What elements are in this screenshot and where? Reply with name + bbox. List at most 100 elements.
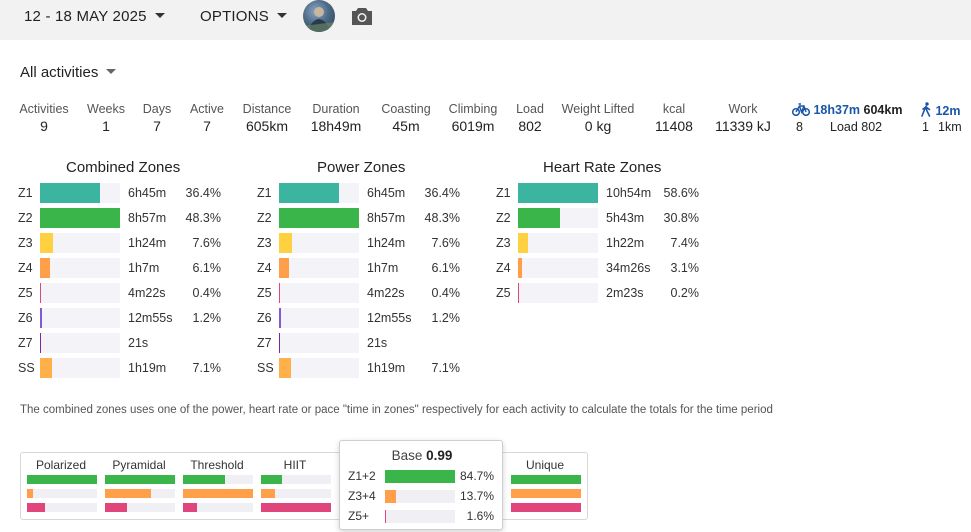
- zone-label: Z2: [496, 211, 511, 225]
- tooltip-row-label: Z5+: [348, 509, 370, 523]
- zone-label: Z1: [496, 186, 511, 200]
- stat-distance: Distance 605km: [227, 102, 307, 134]
- tooltip-row-bar-fill: [385, 510, 387, 523]
- distribution-model-threshold[interactable]: Threshold: [181, 453, 253, 512]
- distribution-bar: [511, 475, 581, 484]
- zone-time: 6h45m: [367, 186, 406, 200]
- zone-label: Z2: [18, 211, 33, 225]
- zone-label: Z4: [257, 261, 272, 275]
- hr-zone-row-z5: Z5 2m23s 0.2%: [496, 283, 716, 303]
- distribution-bar-fill: [261, 489, 275, 498]
- walk-summary[interactable]: 12m: [920, 102, 961, 118]
- distribution-model-polarized[interactable]: Polarized: [25, 453, 97, 512]
- zone-percent: 6.1%: [431, 261, 461, 275]
- power-zone-row-z4: Z4 1h7m 6.1%: [257, 258, 477, 278]
- zone-bar-fill: [518, 183, 598, 203]
- stat-value: 11408: [655, 118, 693, 134]
- zone-percent: 30.8%: [663, 211, 699, 225]
- stat-label: kcal: [662, 102, 686, 116]
- combined-zones-title: Combined Zones: [66, 159, 181, 176]
- distribution-bar: [105, 503, 175, 512]
- summary-stats: Activities 9 Weeks 1 Days 7 Active 7 Distance 605…: [0, 102, 971, 138]
- stat-label: Weight Lifted: [561, 102, 635, 116]
- zone-time: 1h24m: [128, 236, 167, 250]
- distribution-model-label: Unique: [525, 458, 565, 472]
- stat-value: 45m: [392, 118, 420, 134]
- zone-bar-fill: [279, 258, 290, 278]
- activity-filter-dropdown[interactable]: All activities: [20, 64, 117, 81]
- hr-zone-row-z2: Z2 5h43m 30.8%: [496, 208, 716, 228]
- zone-bar-fill: [40, 183, 101, 203]
- zone-bar: [279, 233, 359, 253]
- distribution-model-unique[interactable]: Unique: [509, 453, 581, 512]
- stat-label: Load: [516, 102, 544, 116]
- distribution-bar-fill: [105, 489, 151, 498]
- options-label: OPTIONS: [200, 8, 269, 25]
- stat-value: 605km: [245, 118, 289, 134]
- zone-percent: 6.1%: [192, 261, 222, 275]
- stat-value: 18h49m: [310, 118, 362, 134]
- zone-label: Z6: [18, 311, 33, 325]
- zone-time: 1h7m: [128, 261, 160, 275]
- zone-bar-fill: [279, 358, 291, 378]
- combined-zone-row-z1: Z1 6h45m 36.4%: [18, 183, 238, 203]
- tooltip-title: Base 0.99: [340, 448, 504, 463]
- zone-time: 1h7m: [367, 261, 399, 275]
- zone-label: Z5: [18, 286, 33, 300]
- zone-time: 1h19m: [128, 361, 167, 375]
- combined-zone-row-z2: Z2 8h57m 48.3%: [18, 208, 238, 228]
- zone-bar-fill: [279, 183, 340, 203]
- hr-zone-row-z3: Z3 1h22m 7.4%: [496, 233, 716, 253]
- stat-climbing: Climbing 6019m: [433, 102, 513, 134]
- distribution-bar: [105, 489, 175, 498]
- distribution-model-hiit[interactable]: HIIT: [259, 453, 331, 512]
- tooltip-row: Z3+4 13.7%: [348, 488, 496, 504]
- combined-zone-row-z3: Z3 1h24m 7.6%: [18, 233, 238, 253]
- zone-bar-fill: [279, 333, 280, 353]
- zone-bar: [40, 183, 120, 203]
- zone-bar: [518, 233, 598, 253]
- zone-time: 5h43m: [606, 211, 645, 225]
- camera-icon[interactable]: [351, 6, 373, 26]
- ride-time: 18h37m: [813, 103, 861, 117]
- distribution-bar: [27, 503, 97, 512]
- zone-percent: 1.2%: [431, 311, 461, 325]
- distribution-model-pyramidal[interactable]: Pyramidal: [103, 453, 175, 512]
- distribution-bar-fill: [183, 489, 253, 498]
- stat-label: Duration: [312, 102, 360, 116]
- distribution-bar: [261, 489, 331, 498]
- distribution-bar: [183, 475, 253, 484]
- stat-days: Days 7: [117, 102, 197, 134]
- options-menu-button[interactable]: OPTIONS: [200, 8, 287, 25]
- tooltip-row-percent: 13.7%: [459, 489, 494, 503]
- distribution-bar-fill: [511, 503, 581, 512]
- stat-weeks: Weeks 1: [66, 102, 146, 134]
- zone-label: Z4: [18, 261, 33, 275]
- zone-bar-fill: [279, 308, 281, 328]
- zone-percent: 0.2%: [670, 286, 700, 300]
- zone-bar-fill: [40, 333, 41, 353]
- zone-bar: [518, 208, 598, 228]
- date-range-label: 12 - 18 MAY 2025: [24, 8, 147, 25]
- avatar[interactable]: [303, 0, 335, 32]
- stat-duration: Duration 18h49m: [296, 102, 376, 134]
- tooltip-row-bar: [385, 490, 455, 503]
- stat-label: Days: [142, 102, 172, 116]
- tooltip-row-label: Z1+2: [348, 469, 376, 483]
- zone-bar-fill: [40, 358, 52, 378]
- power-zone-row-z5: Z5 4m22s 0.4%: [257, 283, 477, 303]
- zone-bar: [279, 183, 359, 203]
- date-range-selector[interactable]: 12 - 18 MAY 2025: [24, 8, 165, 25]
- zone-time: 8h57m: [128, 211, 167, 225]
- ride-summary[interactable]: 18h37m 604km: [791, 102, 902, 117]
- zone-bar-fill: [279, 233, 292, 253]
- combined-zone-row-ss: SS 1h19m 7.1%: [18, 358, 238, 378]
- zone-bar: [40, 358, 120, 378]
- tooltip-row-bar: [385, 510, 455, 523]
- zone-bar: [40, 283, 120, 303]
- zone-label: Z5: [496, 286, 511, 300]
- distribution-model-label: Threshold: [190, 458, 244, 472]
- zone-label: Z7: [18, 336, 33, 350]
- zone-percent: 36.4%: [185, 186, 221, 200]
- stat-coasting: Coasting 45m: [366, 102, 446, 134]
